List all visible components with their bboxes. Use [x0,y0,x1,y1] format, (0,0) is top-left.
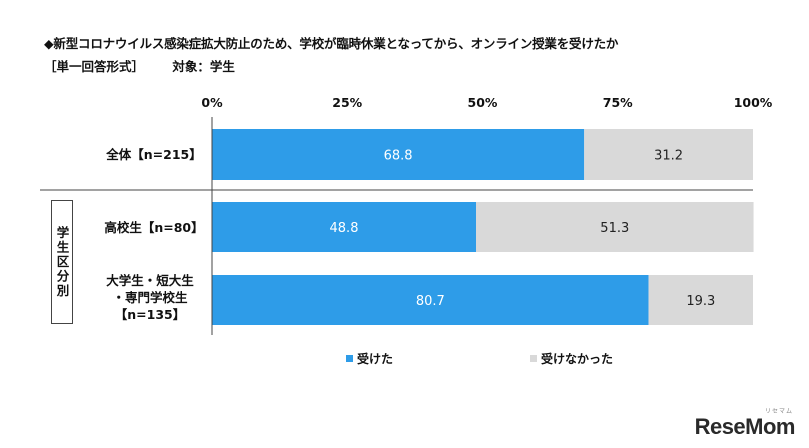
x-tick-label: 50% [468,95,498,110]
data-label: 31.2 [654,149,683,164]
subtitle-target: 対象：学生 [172,59,235,74]
x-tick-label: 75% [603,95,633,110]
subtitle-format: ［単一回答形式］ [44,59,145,74]
x-tick-label: 100% [734,95,773,110]
legend-item-received: 受けた [346,350,393,367]
bar-received [212,129,585,180]
bar-not-received [584,129,753,180]
category-label-university: 大学生・短大生 ・専門学校生 【n=135】 [106,273,194,322]
data-label: 48.8 [330,221,359,236]
group-label: 学生区分別 [54,225,70,299]
legend-swatch-not-received [530,355,537,362]
category-label-all: 全体【n=215】 [106,147,202,162]
legend-label-received: 受けた [357,352,394,366]
data-label: 80.7 [416,294,445,309]
bar-not-received [648,275,753,325]
bar-received [212,275,649,325]
x-tick-label: 0% [201,95,223,110]
chart-subtitle: ［単一回答形式］ 対象：学生 [44,56,235,75]
data-label: 51.3 [600,221,629,236]
bar-received [212,202,477,252]
x-tick-label: 25% [332,95,362,110]
category-label-highschool: 高校生【n=80】 [104,220,204,235]
group-label-box: 学生区分別 [51,200,73,324]
chart-title: ◆新型コロナウイルス感染症拡大防止のため、学校が臨時休業となってから、オンライン… [44,36,619,51]
resemom-logo: リセマム ReseMom [694,409,796,439]
legend-item-not-received: 受けなかった [530,350,613,367]
legend-swatch-received [346,355,353,362]
legend-label-not-received: 受けなかった [541,352,614,366]
data-label: 19.3 [686,294,715,309]
bar-not-received [476,202,754,252]
data-label: 68.8 [384,149,413,164]
